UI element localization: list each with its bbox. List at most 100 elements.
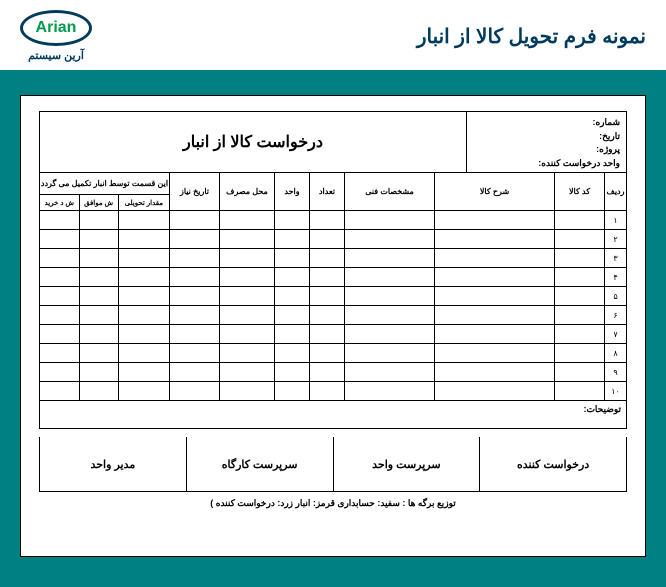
table-cell <box>310 268 345 287</box>
col-sub1: مقدار تحویلی <box>118 195 169 211</box>
arian-logo-icon: Arian <box>20 10 92 46</box>
table-cell <box>310 249 345 268</box>
table-cell <box>79 344 118 363</box>
table-cell <box>220 306 275 325</box>
table-cell <box>310 344 345 363</box>
table-cell <box>118 344 169 363</box>
table-cell <box>40 306 80 325</box>
table-cell: ۴ <box>605 268 627 287</box>
form-top-row: شماره: تاریخ: پروژه: واحد درخواست کننده:… <box>39 111 627 173</box>
table-cell: ۸ <box>605 344 627 363</box>
table-cell <box>435 306 555 325</box>
table-cell: ۷ <box>605 325 627 344</box>
meta-number: شماره: <box>473 116 620 130</box>
table-cell <box>555 382 605 401</box>
col-unit: واحد <box>275 173 310 211</box>
meta-date: تاریخ: <box>473 130 620 144</box>
col-spec: مشخصات فنی <box>345 173 435 211</box>
form-sheet: شماره: تاریخ: پروژه: واحد درخواست کننده:… <box>20 95 646 557</box>
table-cell <box>435 363 555 382</box>
table-row: ۸ <box>40 344 627 363</box>
table-cell <box>79 230 118 249</box>
col-code: کد کالا <box>555 173 605 211</box>
table-cell: ۳ <box>605 249 627 268</box>
table-row: ۳ <box>40 249 627 268</box>
table-cell <box>345 325 435 344</box>
table-cell <box>170 249 220 268</box>
table-cell <box>118 363 169 382</box>
table-cell <box>310 325 345 344</box>
table-cell <box>118 382 169 401</box>
table-cell: ۱ <box>605 211 627 230</box>
table-cell <box>345 344 435 363</box>
table-cell <box>310 287 345 306</box>
page-title: نمونه فرم تحویل کالا از انبار <box>417 24 646 49</box>
table-cell: ۹ <box>605 363 627 382</box>
table-cell <box>79 268 118 287</box>
table-cell <box>40 249 80 268</box>
table-cell <box>118 287 169 306</box>
table-cell <box>118 325 169 344</box>
table-cell: ۱۰ <box>605 382 627 401</box>
table-cell <box>220 268 275 287</box>
table-cell <box>170 325 220 344</box>
table-cell <box>310 230 345 249</box>
table-cell <box>40 287 80 306</box>
table-cell <box>435 249 555 268</box>
table-cell <box>275 268 310 287</box>
table-cell <box>345 230 435 249</box>
table-cell <box>435 230 555 249</box>
table-cell <box>345 287 435 306</box>
table-row: ۱۰ <box>40 382 627 401</box>
table-cell <box>220 344 275 363</box>
table-cell <box>345 249 435 268</box>
col-desc: شرح کالا <box>435 173 555 211</box>
table-cell <box>275 211 310 230</box>
table-cell <box>345 363 435 382</box>
table-cell <box>170 382 220 401</box>
signature-row: درخواست کننده سرپرست واحد سرپرست کارگاه … <box>39 437 627 492</box>
sign-unit-sup: سرپرست واحد <box>333 437 480 491</box>
table-cell <box>435 382 555 401</box>
meta-project: پروژه: <box>473 143 620 157</box>
table-cell <box>40 230 80 249</box>
table-cell <box>435 287 555 306</box>
table-cell <box>275 344 310 363</box>
table-cell <box>79 249 118 268</box>
col-group: این قسمت توسط انبار تکمیل می گردد <box>40 173 170 195</box>
meta-unit: واحد درخواست کننده: <box>473 157 620 171</box>
table-cell <box>555 211 605 230</box>
table-cell <box>79 287 118 306</box>
table-cell <box>345 211 435 230</box>
table-cell <box>555 230 605 249</box>
col-sub2: ش موافق <box>79 195 118 211</box>
table-cell <box>555 344 605 363</box>
table-cell <box>555 287 605 306</box>
table-cell <box>79 363 118 382</box>
sign-unit-mgr: مدیر واحد <box>40 437 186 491</box>
table-cell <box>170 344 220 363</box>
table-cell: ۵ <box>605 287 627 306</box>
table-cell: ۶ <box>605 306 627 325</box>
table-cell <box>555 306 605 325</box>
col-radif: ردیف <box>605 173 627 211</box>
col-place: محل مصرف <box>220 173 275 211</box>
table-cell <box>220 382 275 401</box>
table-cell <box>118 268 169 287</box>
table-cell <box>170 268 220 287</box>
table-row: ۴ <box>40 268 627 287</box>
col-qty: تعداد <box>310 173 345 211</box>
footer-note: توزیع برگه ها : سفید: حسابداری قرمز: انب… <box>39 498 627 509</box>
table-cell <box>555 363 605 382</box>
table-cell <box>435 211 555 230</box>
table-cell <box>345 306 435 325</box>
table-cell <box>220 230 275 249</box>
table-cell <box>555 249 605 268</box>
table-cell <box>275 382 310 401</box>
table-cell <box>310 382 345 401</box>
table-cell <box>79 382 118 401</box>
table-cell <box>555 325 605 344</box>
logo-text: Arian <box>36 19 77 37</box>
table-cell <box>275 363 310 382</box>
table-cell <box>275 287 310 306</box>
